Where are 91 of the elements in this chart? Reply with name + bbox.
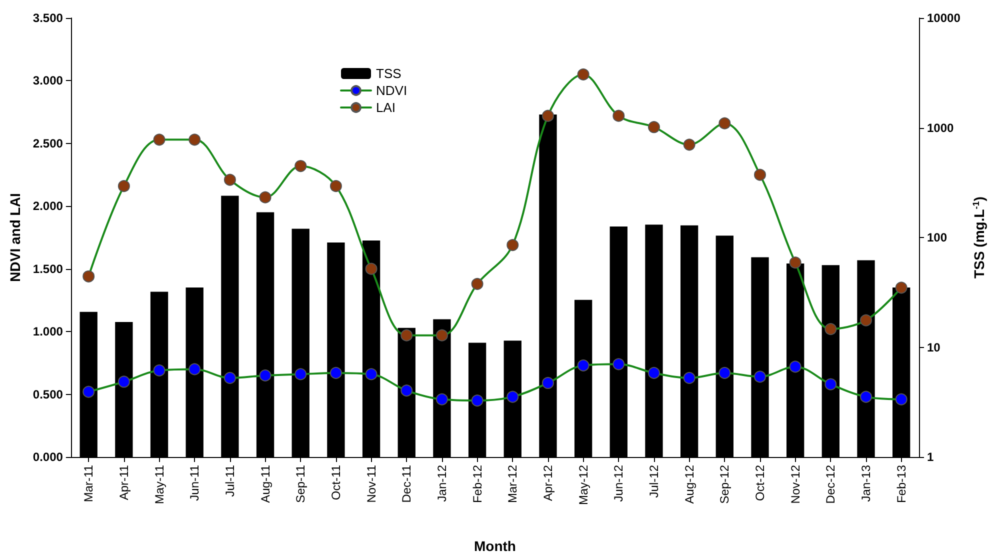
x-tick-label: Apr-12 — [540, 464, 555, 502]
x-tick-label: Jan-13 — [858, 464, 873, 502]
point — [330, 366, 342, 379]
point — [895, 393, 908, 406]
x-tick-label: Feb-12 — [470, 464, 484, 504]
point — [789, 360, 802, 373]
point — [188, 134, 201, 146]
x-tick-label: Oct-12 — [752, 464, 767, 502]
point — [471, 394, 484, 407]
y-tick-label: 1.000 — [32, 324, 64, 339]
y2-tick-label: 10000 — [927, 11, 961, 25]
point — [612, 358, 625, 370]
point — [118, 180, 130, 192]
x-tick-label: Dec-11 — [400, 464, 414, 503]
y2-tick-label: 1000 — [927, 120, 954, 135]
point — [188, 363, 201, 376]
x-tick-label: Jun-11 — [188, 464, 202, 501]
point — [542, 377, 554, 389]
point — [224, 372, 236, 384]
y-tick-label: 1.500 — [32, 262, 64, 276]
point — [648, 121, 660, 134]
y-tick-label: 3.500 — [32, 11, 64, 25]
point — [365, 368, 378, 380]
point — [224, 174, 236, 186]
point — [436, 393, 448, 406]
point — [542, 110, 554, 122]
point — [754, 168, 766, 181]
legend-label: TSS — [376, 66, 402, 81]
x-tick-label: Sep-11 — [294, 464, 308, 503]
point — [506, 390, 519, 403]
point — [895, 282, 908, 294]
x-tick-label: Jul-11 — [222, 464, 237, 497]
legend-label: NDVI — [376, 83, 408, 98]
x-tick-label: Jun-12 — [612, 464, 626, 502]
y-axis-title: NDVI and LAI — [7, 193, 23, 282]
point — [824, 323, 837, 336]
point — [860, 314, 872, 326]
x-tick-label: Dec-12 — [824, 464, 838, 504]
point — [82, 270, 95, 282]
point — [294, 368, 307, 380]
y-tick-label: 2.500 — [32, 136, 64, 150]
y2-tick-label: 1 — [927, 450, 934, 464]
x-tick-label: Aug-12 — [682, 464, 696, 504]
x-tick-label: Feb-13 — [894, 464, 908, 504]
x-tick-label: Jul-12 — [646, 464, 661, 498]
point — [612, 110, 625, 122]
y-tick-label: 2.000 — [32, 199, 64, 214]
x-tick-label: Apr-11 — [116, 464, 131, 500]
point — [648, 366, 660, 379]
y-tick-label: 3.000 — [32, 74, 64, 88]
point — [506, 239, 519, 252]
point — [824, 378, 837, 390]
point — [683, 138, 696, 151]
x-axis-title: Month — [474, 538, 516, 554]
point — [471, 278, 484, 290]
point — [577, 68, 590, 80]
point — [118, 376, 130, 388]
x-tick-label: Jan-12 — [434, 464, 449, 502]
x-tick-label: Mar-12 — [506, 464, 520, 504]
point — [754, 370, 766, 383]
point — [718, 117, 731, 130]
x-tick-label: Nov-11 — [364, 464, 378, 503]
x-tick-label: Oct-11 — [328, 464, 343, 500]
point — [153, 134, 166, 146]
point — [789, 256, 802, 269]
point — [294, 160, 307, 172]
point — [82, 386, 95, 398]
point — [400, 329, 413, 342]
point — [330, 180, 342, 192]
x-tick-label: Sep-12 — [718, 464, 732, 504]
y-tick-label: 0.000 — [32, 450, 64, 464]
point — [259, 191, 272, 204]
y-tick-label: 0.500 — [32, 387, 64, 402]
x-tick-label: May-12 — [576, 464, 590, 506]
point — [259, 369, 272, 382]
point — [153, 364, 166, 376]
point — [860, 390, 872, 403]
x-tick-label: Nov-12 — [788, 464, 802, 504]
legend-label: LAI — [376, 100, 396, 115]
x-tick-label: Mar-11 — [82, 464, 96, 502]
y2-axis-title: TSS (mg.L-1) — [970, 196, 987, 278]
point — [683, 372, 696, 384]
x-tick-label: May-11 — [152, 464, 166, 504]
y2-tick-label: 10 — [927, 340, 941, 354]
point — [400, 384, 413, 397]
point — [577, 359, 590, 372]
y2-tick-label: 100 — [927, 230, 948, 244]
point — [436, 329, 448, 342]
point — [718, 366, 731, 379]
x-tick-label: Aug-11 — [258, 464, 272, 503]
point — [365, 262, 378, 275]
